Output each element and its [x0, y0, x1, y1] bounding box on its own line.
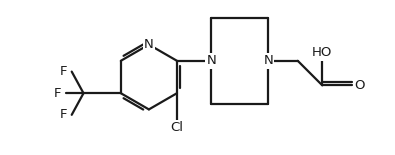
Text: Cl: Cl	[171, 121, 183, 134]
Text: F: F	[60, 65, 68, 78]
Text: HO: HO	[312, 46, 333, 60]
Text: O: O	[354, 79, 365, 92]
Text: N: N	[207, 54, 216, 67]
Text: F: F	[60, 108, 68, 121]
Text: N: N	[263, 54, 273, 67]
Text: N: N	[144, 38, 154, 51]
Text: F: F	[54, 87, 62, 100]
